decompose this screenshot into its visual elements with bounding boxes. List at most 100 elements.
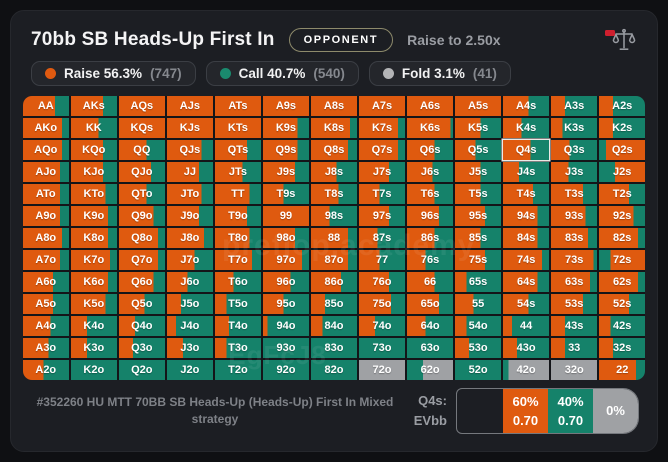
grid-cell-53o[interactable]: 53o <box>455 338 501 358</box>
grid-cell-72o[interactable]: 72o <box>359 360 405 380</box>
grid-cell-64s[interactable]: 64s <box>503 272 549 292</box>
grid-cell-KJs[interactable]: KJs <box>167 118 213 138</box>
grid-cell-A9s[interactable]: A9s <box>263 96 309 116</box>
grid-cell-KJo[interactable]: KJo <box>71 162 117 182</box>
grid-cell-A4o[interactable]: A4o <box>23 316 69 336</box>
grid-cell-95s[interactable]: 95s <box>455 206 501 226</box>
grid-cell-AJs[interactable]: AJs <box>167 96 213 116</box>
grid-cell-76o[interactable]: 76o <box>359 272 405 292</box>
grid-cell-J6s[interactable]: J6s <box>407 162 453 182</box>
grid-cell-T2o[interactable]: T2o <box>215 360 261 380</box>
grid-cell-65o[interactable]: 65o <box>407 294 453 314</box>
grid-cell-Q6o[interactable]: Q6o <box>119 272 165 292</box>
grid-cell-T7s[interactable]: T7s <box>359 184 405 204</box>
grid-cell-QJo[interactable]: QJo <box>119 162 165 182</box>
grid-cell-53s[interactable]: 53s <box>551 294 597 314</box>
grid-cell-A6o[interactable]: A6o <box>23 272 69 292</box>
grid-cell-A5o[interactable]: A5o <box>23 294 69 314</box>
grid-cell-J3s[interactable]: J3s <box>551 162 597 182</box>
grid-cell-95o[interactable]: 95o <box>263 294 309 314</box>
grid-cell-62s[interactable]: 62s <box>599 272 645 292</box>
grid-cell-K2s[interactable]: K2s <box>599 118 645 138</box>
grid-cell-Q3s[interactable]: Q3s <box>551 140 597 160</box>
grid-cell-63o[interactable]: 63o <box>407 338 453 358</box>
grid-cell-J8s[interactable]: J8s <box>311 162 357 182</box>
grid-cell-KQs[interactable]: KQs <box>119 118 165 138</box>
grid-cell-87s[interactable]: 87s <box>359 228 405 248</box>
grid-cell-J3o[interactable]: J3o <box>167 338 213 358</box>
grid-cell-T8s[interactable]: T8s <box>311 184 357 204</box>
grid-cell-T3s[interactable]: T3s <box>551 184 597 204</box>
grid-cell-96o[interactable]: 96o <box>263 272 309 292</box>
grid-cell-AQo[interactable]: AQo <box>23 140 69 160</box>
grid-cell-T9s[interactable]: T9s <box>263 184 309 204</box>
grid-cell-J6o[interactable]: J6o <box>167 272 213 292</box>
grid-cell-Q4s[interactable]: Q4s <box>503 140 549 160</box>
grid-cell-62o[interactable]: 62o <box>407 360 453 380</box>
grid-cell-75s[interactable]: 75s <box>455 250 501 270</box>
grid-cell-T3o[interactable]: T3o <box>215 338 261 358</box>
grid-cell-K4o[interactable]: K4o <box>71 316 117 336</box>
grid-cell-85o[interactable]: 85o <box>311 294 357 314</box>
grid-cell-J9s[interactable]: J9s <box>263 162 309 182</box>
grid-cell-KK[interactable]: KK <box>71 118 117 138</box>
opponent-button[interactable]: OPPONENT <box>288 28 394 52</box>
grid-cell-75o[interactable]: 75o <box>359 294 405 314</box>
grid-cell-86o[interactable]: 86o <box>311 272 357 292</box>
grid-cell-J2o[interactable]: J2o <box>167 360 213 380</box>
grid-cell-T5s[interactable]: T5s <box>455 184 501 204</box>
balance-scale-icon[interactable] <box>605 27 637 53</box>
grid-cell-K8o[interactable]: K8o <box>71 228 117 248</box>
grid-cell-66[interactable]: 66 <box>407 272 453 292</box>
grid-cell-63s[interactable]: 63s <box>551 272 597 292</box>
grid-cell-98s[interactable]: 98s <box>311 206 357 226</box>
grid-cell-J5o[interactable]: J5o <box>167 294 213 314</box>
grid-cell-33[interactable]: 33 <box>551 338 597 358</box>
grid-cell-A5s[interactable]: A5s <box>455 96 501 116</box>
grid-cell-K4s[interactable]: K4s <box>503 118 549 138</box>
grid-cell-82o[interactable]: 82o <box>311 360 357 380</box>
grid-cell-A6s[interactable]: A6s <box>407 96 453 116</box>
grid-cell-TT[interactable]: TT <box>215 184 261 204</box>
grid-cell-T6s[interactable]: T6s <box>407 184 453 204</box>
grid-cell-AKo[interactable]: AKo <box>23 118 69 138</box>
grid-cell-K7o[interactable]: K7o <box>71 250 117 270</box>
grid-cell-T2s[interactable]: T2s <box>599 184 645 204</box>
grid-cell-T8o[interactable]: T8o <box>215 228 261 248</box>
grid-cell-JTo[interactable]: JTo <box>167 184 213 204</box>
grid-cell-A4s[interactable]: A4s <box>503 96 549 116</box>
grid-cell-32o[interactable]: 32o <box>551 360 597 380</box>
grid-cell-K9o[interactable]: K9o <box>71 206 117 226</box>
grid-cell-K3o[interactable]: K3o <box>71 338 117 358</box>
grid-cell-43o[interactable]: 43o <box>503 338 549 358</box>
grid-cell-92s[interactable]: 92s <box>599 206 645 226</box>
grid-cell-96s[interactable]: 96s <box>407 206 453 226</box>
grid-cell-43s[interactable]: 43s <box>551 316 597 336</box>
grid-cell-94o[interactable]: 94o <box>263 316 309 336</box>
grid-cell-A8s[interactable]: A8s <box>311 96 357 116</box>
grid-cell-J9o[interactable]: J9o <box>167 206 213 226</box>
grid-cell-54s[interactable]: 54s <box>503 294 549 314</box>
grid-cell-Q9s[interactable]: Q9s <box>263 140 309 160</box>
grid-cell-73o[interactable]: 73o <box>359 338 405 358</box>
grid-cell-A7s[interactable]: A7s <box>359 96 405 116</box>
grid-cell-A2s[interactable]: A2s <box>599 96 645 116</box>
grid-cell-A8o[interactable]: A8o <box>23 228 69 248</box>
grid-cell-85s[interactable]: 85s <box>455 228 501 248</box>
grid-cell-A7o[interactable]: A7o <box>23 250 69 270</box>
grid-cell-QTs[interactable]: QTs <box>215 140 261 160</box>
grid-cell-AKs[interactable]: AKs <box>71 96 117 116</box>
grid-cell-QJs[interactable]: QJs <box>167 140 213 160</box>
grid-cell-K5s[interactable]: K5s <box>455 118 501 138</box>
grid-cell-Q5s[interactable]: Q5s <box>455 140 501 160</box>
grid-cell-72s[interactable]: 72s <box>599 250 645 270</box>
grid-cell-K5o[interactable]: K5o <box>71 294 117 314</box>
grid-cell-76s[interactable]: 76s <box>407 250 453 270</box>
grid-cell-94s[interactable]: 94s <box>503 206 549 226</box>
grid-cell-Q5o[interactable]: Q5o <box>119 294 165 314</box>
grid-cell-ATo[interactable]: ATo <box>23 184 69 204</box>
grid-cell-86s[interactable]: 86s <box>407 228 453 248</box>
grid-cell-T4s[interactable]: T4s <box>503 184 549 204</box>
grid-cell-Q9o[interactable]: Q9o <box>119 206 165 226</box>
grid-cell-J2s[interactable]: J2s <box>599 162 645 182</box>
